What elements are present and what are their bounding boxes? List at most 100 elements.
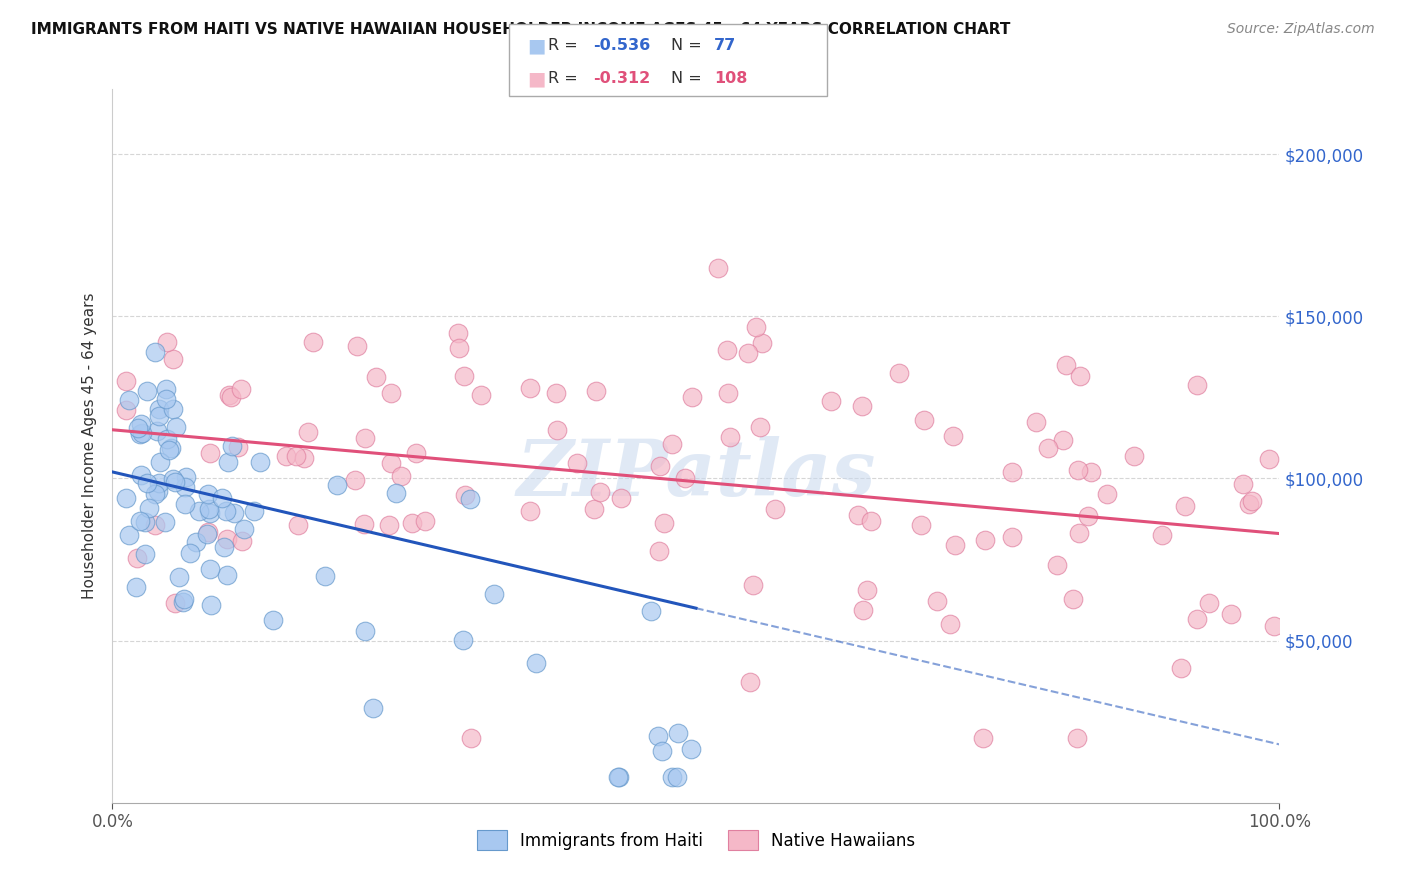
Point xyxy=(401,516,423,530)
Point xyxy=(740,675,762,690)
Point xyxy=(134,515,156,529)
Point xyxy=(149,455,172,469)
Point xyxy=(1241,493,1264,508)
Point xyxy=(851,399,873,413)
Point xyxy=(174,497,197,511)
Point xyxy=(162,401,184,416)
Point xyxy=(127,421,149,435)
Point xyxy=(820,394,842,409)
Point xyxy=(661,770,683,784)
Text: Source: ZipAtlas.com: Source: ZipAtlas.com xyxy=(1227,22,1375,37)
Point xyxy=(148,475,170,490)
Point xyxy=(856,582,879,597)
Point xyxy=(718,429,741,443)
Point xyxy=(1067,526,1090,541)
Point xyxy=(243,504,266,518)
Point xyxy=(377,518,399,533)
Point xyxy=(118,392,141,407)
Point xyxy=(1185,611,1208,625)
Point xyxy=(717,386,740,401)
Point xyxy=(651,744,673,758)
Point xyxy=(218,388,240,402)
Text: IMMIGRANTS FROM HAITI VS NATIVE HAWAIIAN HOUSEHOLDER INCOME AGES 45 - 64 YEARS C: IMMIGRANTS FROM HAITI VS NATIVE HAWAIIAN… xyxy=(31,22,1011,37)
Point xyxy=(229,382,252,396)
Point xyxy=(165,596,187,610)
Point xyxy=(519,504,541,518)
Point xyxy=(1054,358,1077,372)
Point xyxy=(115,374,138,388)
Point xyxy=(1052,433,1074,447)
Point xyxy=(129,468,152,483)
Point xyxy=(1025,415,1047,429)
Point xyxy=(741,578,763,592)
Point xyxy=(1198,596,1220,610)
Point xyxy=(389,469,412,483)
Point xyxy=(157,442,180,457)
Point xyxy=(470,388,492,402)
Point xyxy=(716,343,738,357)
Point xyxy=(361,701,384,715)
Point xyxy=(748,419,770,434)
Point xyxy=(384,485,406,500)
Point xyxy=(1067,463,1090,477)
Point xyxy=(155,392,177,407)
Point xyxy=(212,540,235,554)
Point xyxy=(287,517,309,532)
Point xyxy=(197,524,219,539)
Point xyxy=(326,478,349,492)
Point xyxy=(451,633,474,648)
Point xyxy=(852,602,875,616)
Text: R =: R = xyxy=(548,71,583,87)
Point xyxy=(546,423,568,437)
Point xyxy=(292,451,315,466)
Point xyxy=(228,440,250,454)
Point xyxy=(162,472,184,486)
Point xyxy=(668,725,690,739)
Point xyxy=(353,516,375,531)
Point xyxy=(179,545,201,559)
Point xyxy=(217,455,239,469)
Point xyxy=(135,384,157,399)
Point xyxy=(1077,509,1099,524)
Point xyxy=(198,446,221,460)
Point xyxy=(249,455,271,469)
Point xyxy=(665,770,688,784)
Point xyxy=(274,449,297,463)
Legend: Immigrants from Haiti, Native Hawaiians: Immigrants from Haiti, Native Hawaiians xyxy=(468,822,924,859)
Point xyxy=(163,475,186,489)
Point xyxy=(524,656,547,670)
Point xyxy=(454,487,477,501)
Point xyxy=(447,341,470,355)
Point xyxy=(197,486,219,500)
Point xyxy=(173,480,195,494)
Point xyxy=(458,491,481,506)
Point xyxy=(155,382,177,396)
Point xyxy=(219,390,242,404)
Point xyxy=(912,413,935,427)
Point xyxy=(846,508,869,523)
Point xyxy=(1219,607,1241,621)
Point xyxy=(195,527,218,541)
Point xyxy=(1036,441,1059,455)
Point xyxy=(135,475,157,490)
Point xyxy=(215,503,238,517)
Point xyxy=(519,381,541,395)
Point xyxy=(887,366,910,380)
Point xyxy=(129,417,152,431)
Point xyxy=(1185,378,1208,392)
Point xyxy=(942,429,965,443)
Point xyxy=(380,456,402,470)
Point xyxy=(285,450,308,464)
Point xyxy=(125,551,148,566)
Point xyxy=(346,339,368,353)
Point xyxy=(1080,466,1102,480)
Point xyxy=(174,470,197,484)
Point xyxy=(129,515,152,529)
Point xyxy=(200,562,222,576)
Text: -0.312: -0.312 xyxy=(593,71,651,87)
Point xyxy=(737,345,759,359)
Point xyxy=(186,534,208,549)
Point xyxy=(751,335,773,350)
Point xyxy=(1150,528,1173,542)
Point xyxy=(364,369,387,384)
